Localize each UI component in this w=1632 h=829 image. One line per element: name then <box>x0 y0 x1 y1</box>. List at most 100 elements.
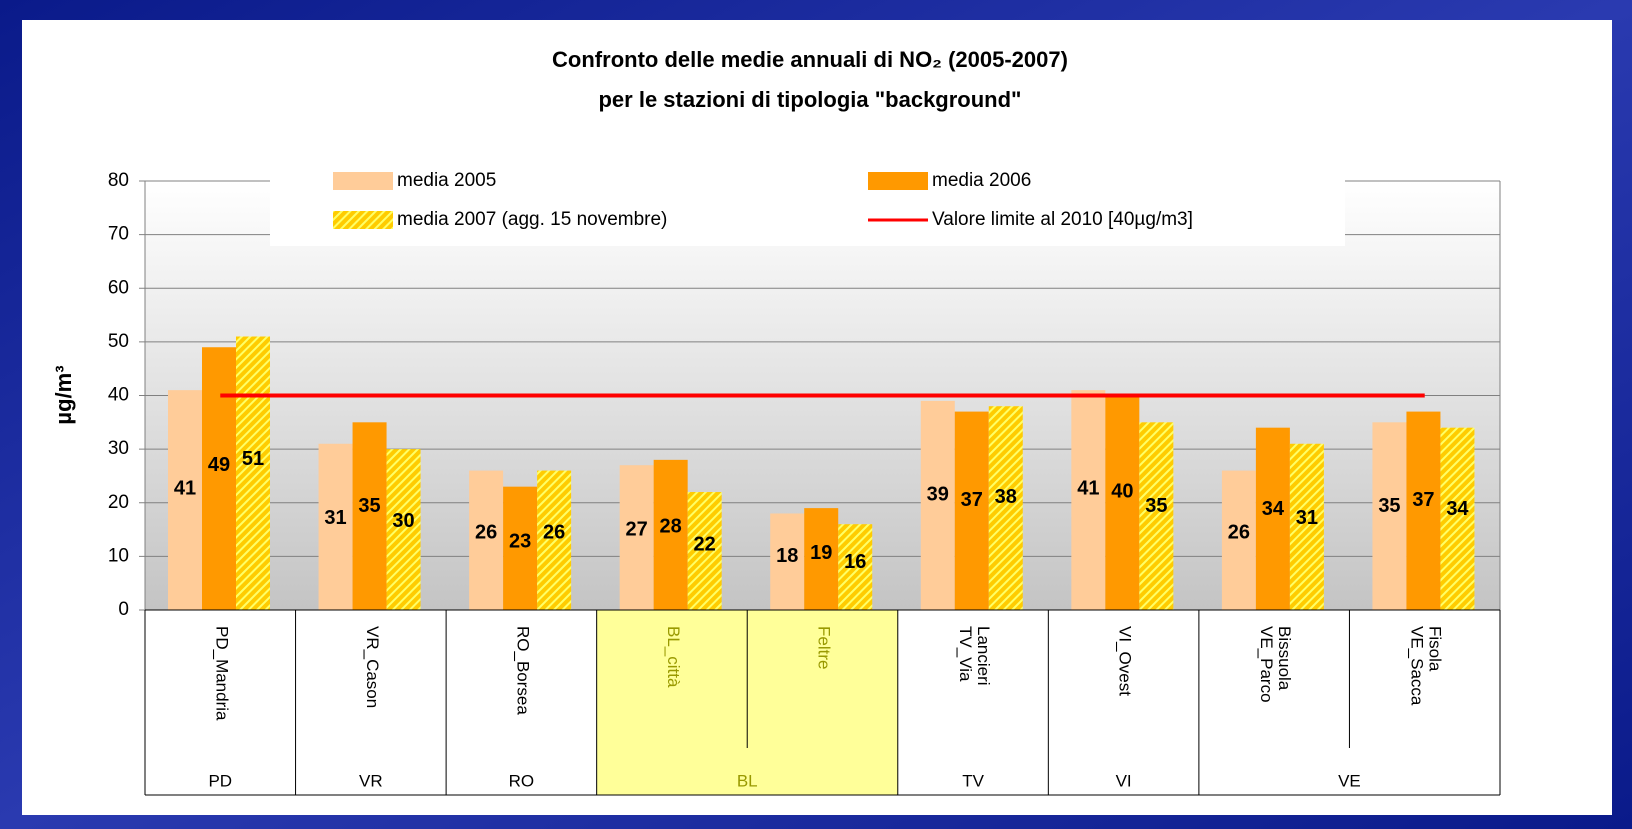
bar <box>1372 422 1407 610</box>
data-label: 37 <box>961 489 983 511</box>
group-label: TV <box>962 771 984 790</box>
data-label: 26 <box>475 522 497 544</box>
bar <box>653 459 688 610</box>
bar <box>1221 470 1256 610</box>
data-label: 26 <box>543 522 565 544</box>
bar <box>236 336 270 610</box>
x-tick-label-line: VE_Parco <box>1257 626 1276 703</box>
legend-label: Valore limite al 2010 [40µg/m3] <box>932 209 1193 230</box>
data-label: 22 <box>694 533 716 555</box>
chart-subtitle: per le stazioni di tipologia "background… <box>598 87 1021 112</box>
group-label: BL <box>737 771 758 790</box>
legend-label: media 2006 <box>932 170 1031 191</box>
y-tick-label: 30 <box>108 438 129 459</box>
y-tick-label: 0 <box>118 599 129 620</box>
bar <box>318 443 353 610</box>
data-label: 35 <box>358 495 380 517</box>
x-tick-label-line: BL_città <box>663 626 682 688</box>
bar <box>954 411 989 610</box>
bar <box>503 486 538 610</box>
legend-swatch <box>333 211 393 229</box>
x-tick-label: VE_ParcoBissuola <box>1257 626 1294 703</box>
y-tick-label: 80 <box>108 170 129 191</box>
bar <box>838 524 873 610</box>
x-tick-label: Feltre <box>814 626 833 669</box>
legend-label: media 2007 (agg. 15 novembre) <box>397 209 667 230</box>
data-label: 40 <box>1111 480 1133 502</box>
data-label: 39 <box>927 483 949 505</box>
bar <box>988 406 1023 610</box>
group-label: VR <box>359 771 383 790</box>
x-tick-label-line: VR_Cason <box>362 626 381 708</box>
x-tick-label-line: TV_Via <box>956 626 975 682</box>
bar <box>687 492 722 610</box>
data-label: 51 <box>242 448 264 470</box>
data-label: 37 <box>1412 489 1434 511</box>
data-label: 18 <box>776 545 798 567</box>
x-tick-label: VR_Cason <box>362 626 381 708</box>
data-label: 49 <box>208 454 230 476</box>
legend-swatch <box>333 172 393 190</box>
bar <box>1139 422 1174 610</box>
x-tick-label-line: VI_Ovest <box>1115 626 1134 696</box>
legend-box <box>270 160 1345 246</box>
data-label: 16 <box>844 551 866 573</box>
bar <box>920 400 955 610</box>
data-label: 41 <box>1077 477 1099 499</box>
x-tick-label-line: RO_Borsea <box>513 626 532 715</box>
bar <box>1255 427 1290 610</box>
data-label: 19 <box>810 542 832 564</box>
bar <box>1440 427 1475 610</box>
x-tick-label: RO_Borsea <box>513 626 532 715</box>
x-tick-label-line: Bissuola <box>1275 626 1294 691</box>
x-tick-label: BL_città <box>663 626 682 688</box>
bar <box>168 390 202 610</box>
data-label: 34 <box>1446 498 1469 520</box>
data-label: 23 <box>509 530 531 552</box>
data-label: 27 <box>626 519 648 541</box>
x-tick-label-line: Feltre <box>814 626 833 669</box>
bar <box>352 422 387 610</box>
bar <box>537 470 572 610</box>
bar <box>1071 390 1106 610</box>
y-tick-label: 70 <box>108 224 129 245</box>
bar <box>469 470 504 610</box>
x-tick-label: VE_SaccaFisola <box>1407 626 1444 706</box>
data-label: 41 <box>174 477 196 499</box>
x-tick-label-line: VE_Sacca <box>1407 626 1426 706</box>
x-tick-label: VI_Ovest <box>1115 626 1134 696</box>
y-tick-label: 50 <box>108 331 129 352</box>
data-label: 38 <box>995 486 1017 508</box>
y-tick-label: 40 <box>108 385 129 406</box>
y-tick-label: 60 <box>108 277 129 298</box>
legend-label: media 2005 <box>397 170 496 191</box>
data-label: 35 <box>1378 495 1400 517</box>
bar <box>1289 443 1324 610</box>
group-label: VE <box>1338 771 1361 790</box>
data-label: 28 <box>660 516 682 538</box>
x-tick-label: PD_Mandria <box>212 626 231 721</box>
x-tick-label-line: PD_Mandria <box>212 626 231 721</box>
bar <box>619 465 654 610</box>
bar <box>770 513 805 610</box>
bar <box>386 449 421 610</box>
group-label: PD <box>208 771 232 790</box>
data-label: 35 <box>1145 495 1167 517</box>
y-tick-label: 20 <box>108 492 129 513</box>
x-tick-label: TV_ViaLancieri <box>956 626 993 686</box>
legend-swatch <box>868 172 928 190</box>
data-label: 31 <box>324 507 346 529</box>
bar <box>202 347 236 610</box>
bar <box>804 508 839 610</box>
chart-title: Confronto delle medie annuali di NO₂ (20… <box>552 47 1068 72</box>
group-label: VI <box>1116 771 1132 790</box>
group-label: RO <box>509 771 535 790</box>
y-axis-label: µg/m³ <box>51 365 76 424</box>
x-tick-label-line: Lancieri <box>974 626 993 686</box>
data-label: 26 <box>1228 522 1250 544</box>
x-tick-label-line: Fisola <box>1425 626 1444 672</box>
data-label: 30 <box>392 510 414 532</box>
data-label: 31 <box>1296 507 1318 529</box>
